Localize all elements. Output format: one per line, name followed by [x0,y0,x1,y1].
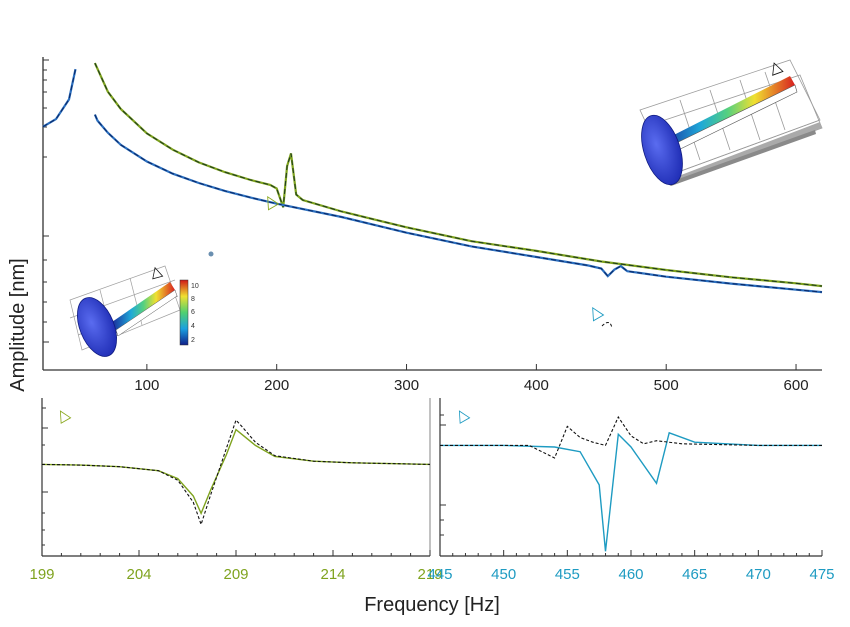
inset-cyan-y-ticks [440,414,446,536]
marker-connector [601,322,613,329]
stray-dot [208,251,214,257]
series-line-green_dark [93,62,823,288]
inset-cyan-series [440,415,822,552]
inset-green-y-ticks [42,407,48,546]
x-tick-label: 450 [491,566,516,583]
y-axis-title: Amplitude [nm] [7,258,29,391]
inset-cyan-plot: 445 450 455 460 465 470 475 △ [427,398,835,583]
inset-green-x-ticks: 199 204 209 214 219 [29,550,443,583]
series-dashed-green_dark [94,62,823,287]
rod-model-image-large: △ [639,57,823,186]
disk [641,114,683,186]
x-tick-label: 209 [223,566,248,583]
x-tick-label: 214 [320,566,345,583]
x-tick-label: 445 [427,566,452,583]
inset-green-series [41,419,431,527]
x-tick-label: 470 [746,566,771,583]
x-tick-label: 400 [524,377,549,394]
x-tick-label: 455 [555,566,580,583]
main-x-ticks: 100 200 300 400 500 600 [134,364,809,394]
x-tick-label: 204 [126,566,151,583]
inset-green-plot: 199 204 209 214 219 △ [29,398,443,583]
svg-text:2: 2 [191,337,195,344]
x-tick-label: 300 [394,377,419,394]
x-tick-label: 100 [134,377,159,394]
series-line-dashed [41,419,431,527]
series-line-cyan [440,431,822,552]
main-y-ticks [43,59,49,343]
x-tick-label: 600 [784,377,809,394]
series-line-green [41,428,431,516]
x-tick-label: 219 [417,566,442,583]
marker-model-large: △ [767,57,785,77]
colorbar-ticks: 10 8 6 4 2 [191,283,199,344]
main-plot: 100 200 300 400 500 600 △ △ [42,57,823,394]
x-tick-label: 200 [264,377,289,394]
series-line-blue [42,68,823,294]
series-dashed-blue [42,68,823,293]
x-tick-label: 460 [618,566,643,583]
disk-small [77,297,117,357]
x-axis-title: Frequency [Hz] [364,594,500,616]
inset-cyan-x-ticks: 445 450 455 460 465 470 475 [427,550,835,583]
colorbar [179,279,189,346]
marker-cyan: △ [584,300,606,323]
svg-text:8: 8 [191,296,195,303]
x-tick-label: 475 [809,566,834,583]
svg-text:4: 4 [191,323,195,330]
x-tick-label: 500 [654,377,679,394]
marker-inset-cyan: △ [452,404,472,425]
series-line-dashed [440,415,822,459]
x-tick-label: 199 [29,566,54,583]
marker-model-small: △ [148,262,164,282]
x-tick-label: 465 [682,566,707,583]
main-series [42,62,823,329]
rod-model-image-small: △ 10 8 6 4 2 [69,262,199,357]
svg-text:10: 10 [191,283,199,290]
svg-text:6: 6 [191,309,195,316]
marker-inset-green: △ [53,404,73,425]
